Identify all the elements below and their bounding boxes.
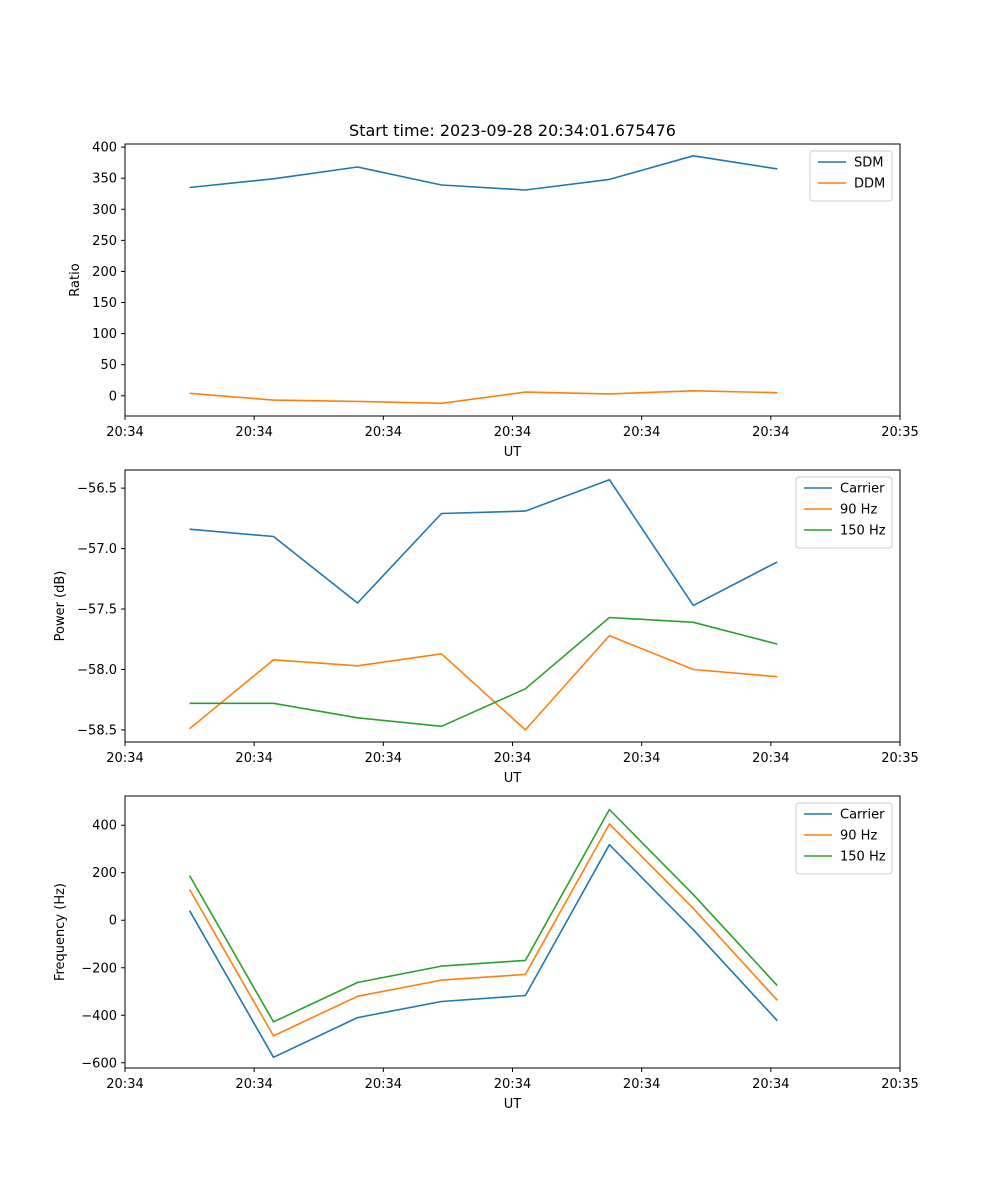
y-tick-label: 200: [92, 866, 117, 881]
y-tick-label: −58.5: [77, 723, 117, 738]
x-tick-label: 20:34: [752, 425, 789, 440]
series-line-sdm: [189, 155, 778, 191]
x-tick-label: 20:34: [106, 1077, 143, 1092]
y-tick-label: −600: [81, 1056, 117, 1071]
legend-label-sdm: SDM: [854, 156, 883, 171]
y-tick-label: 50: [100, 358, 117, 373]
y-tick-label: 200: [92, 265, 117, 280]
x-tick-label: 20:34: [235, 751, 272, 766]
x-tick-label: 20:34: [752, 1077, 789, 1092]
x-tick-label: 20:34: [235, 1077, 272, 1092]
y-tick-label: 100: [92, 327, 117, 342]
x-tick-label: 20:34: [623, 425, 660, 440]
legend-label-carrier: Carrier: [840, 482, 885, 497]
legend: Carrier 90 Hz 150 Hz: [795, 476, 893, 549]
x-axis-label: UT: [504, 771, 522, 786]
series-line-90-hz: [188, 823, 778, 1037]
y-tick-label: 150: [92, 296, 117, 311]
chart-panel-2: 20:34 20:34 20:34 20:34 20:34 20:34 20:35 −58.5…: [53, 469, 919, 786]
chart-panel-1: Start time: 2023-09-28 20:34:01.675476 20…: [68, 121, 919, 460]
y-tick-label: 0: [109, 389, 117, 404]
y-tick-label: 250: [92, 234, 117, 249]
y-axis-label: Power (dB): [53, 571, 68, 642]
x-tick-label: 20:34: [623, 1077, 660, 1092]
x-tick-label: 20:34: [752, 751, 789, 766]
x-tick-label: 20:35: [881, 751, 918, 766]
x-axis-label: UT: [504, 1097, 522, 1112]
legend-label-carrier: Carrier: [840, 808, 885, 823]
series-line-150-hz: [189, 616, 778, 728]
y-tick-label: −200: [81, 961, 117, 976]
y-axis-label: Frequency (Hz): [53, 883, 68, 981]
panels: Start time: 2023-09-28 20:34:01.675476 20…: [53, 121, 919, 1112]
x-tick-label: 20:34: [494, 425, 531, 440]
x-tick-label: 20:34: [494, 1077, 531, 1092]
x-tick-label: 20:34: [494, 751, 531, 766]
chart-title: Start time: 2023-09-28 20:34:01.675476: [349, 121, 676, 140]
y-tick-label: −57.0: [77, 542, 117, 557]
legend-label-150-hz: 150 Hz: [840, 524, 886, 539]
y-tick-label: 400: [92, 819, 117, 834]
series-line-carrier: [189, 478, 778, 607]
legend-label-ddm: DDM: [854, 177, 885, 192]
x-tick-label: 20:34: [623, 751, 660, 766]
legend: Carrier 90 Hz 150 Hz: [795, 802, 893, 875]
x-tick-label: 20:35: [881, 425, 918, 440]
legend: SDM DDM: [809, 150, 893, 202]
chart-panel-3: 20:34 20:34 20:34 20:34 20:34 20:34 20:35 −600 −…: [53, 795, 919, 1112]
legend-label-90-hz: 90 Hz: [840, 829, 877, 844]
x-tick-label: 20:34: [365, 751, 402, 766]
legend-label-90-hz: 90 Hz: [840, 503, 877, 518]
y-tick-label: 0: [109, 914, 117, 929]
y-tick-label: 350: [92, 172, 117, 187]
y-tick-label: 400: [92, 141, 117, 156]
y-tick-label: 300: [92, 203, 117, 218]
legend-label-150-hz: 150 Hz: [840, 850, 886, 865]
x-tick-label: 20:34: [235, 425, 272, 440]
y-tick-label: −57.5: [77, 603, 117, 618]
series-line-90-hz: [189, 634, 778, 731]
series-line-150-hz: [188, 808, 778, 1023]
x-axis-label: UT: [504, 445, 522, 460]
x-tick-label: 20:34: [106, 751, 143, 766]
y-tick-label: −58.0: [77, 663, 117, 678]
y-tick-label: −400: [81, 1009, 117, 1024]
series-line-ddm: [189, 389, 778, 405]
y-axis-label: Ratio: [68, 263, 83, 296]
legend-box: [809, 150, 893, 202]
y-tick-label: −56.5: [77, 482, 117, 497]
series-line-carrier: [188, 843, 778, 1059]
x-tick-label: 20:35: [881, 1077, 918, 1092]
x-tick-label: 20:34: [365, 425, 402, 440]
x-tick-label: 20:34: [365, 1077, 402, 1092]
x-tick-label: 20:34: [106, 425, 143, 440]
